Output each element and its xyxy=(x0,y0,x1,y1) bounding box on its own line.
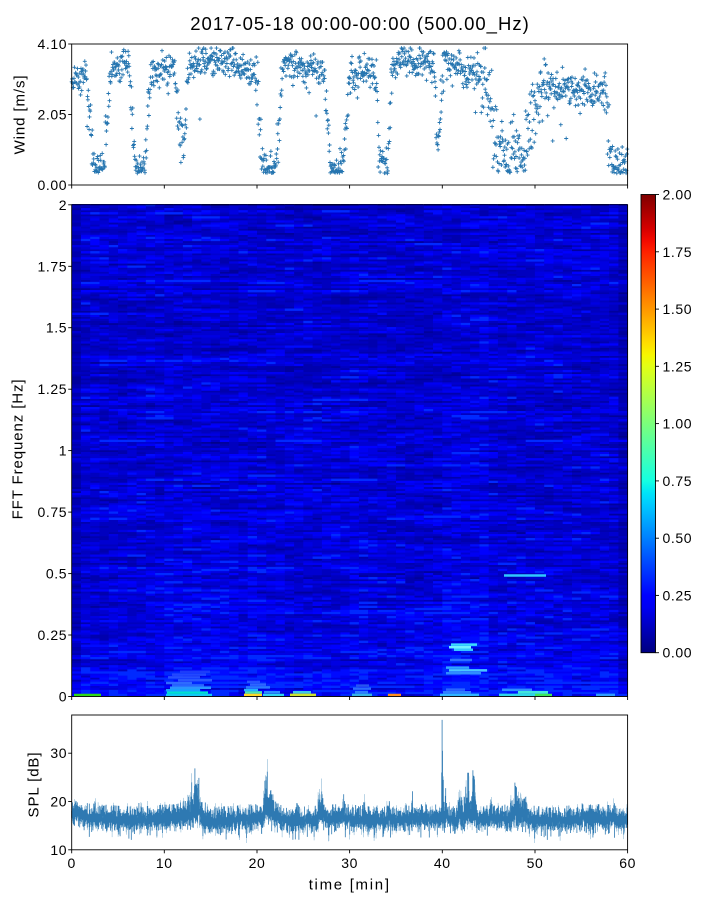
svg-text:20: 20 xyxy=(249,855,266,871)
svg-text:20: 20 xyxy=(50,794,67,810)
svg-text:0: 0 xyxy=(68,855,76,871)
svg-text:0.25: 0.25 xyxy=(663,587,693,603)
svg-text:0.00: 0.00 xyxy=(663,645,693,661)
svg-text:0.25: 0.25 xyxy=(38,627,68,643)
svg-text:2017-05-18 00:00-00:00 (500.00: 2017-05-18 00:00-00:00 (500.00_Hz) xyxy=(190,13,529,35)
svg-text:0.50: 0.50 xyxy=(663,530,693,546)
svg-text:1.00: 1.00 xyxy=(663,416,693,432)
svg-text:0.75: 0.75 xyxy=(38,504,68,520)
svg-text:1.25: 1.25 xyxy=(663,358,693,374)
svg-text:0: 0 xyxy=(59,689,67,705)
svg-text:2.05: 2.05 xyxy=(38,107,68,123)
svg-text:2.00: 2.00 xyxy=(663,187,693,203)
svg-text:4.10: 4.10 xyxy=(38,36,68,52)
svg-text:1.5: 1.5 xyxy=(46,320,67,336)
svg-text:1.50: 1.50 xyxy=(663,301,693,317)
svg-text:2: 2 xyxy=(59,197,67,213)
svg-text:SPL [dB]: SPL [dB] xyxy=(26,752,43,818)
svg-text:40: 40 xyxy=(434,855,451,871)
svg-text:1.25: 1.25 xyxy=(38,381,68,397)
svg-text:Wind [m/s]: Wind [m/s] xyxy=(12,75,29,155)
svg-text:1: 1 xyxy=(59,443,67,459)
svg-text:60: 60 xyxy=(619,855,636,871)
svg-text:50: 50 xyxy=(527,855,544,871)
svg-text:0.00: 0.00 xyxy=(38,177,68,193)
svg-text:10: 10 xyxy=(156,855,173,871)
svg-text:30: 30 xyxy=(341,855,358,871)
svg-text:FFT Frequenz [Hz]: FFT Frequenz [Hz] xyxy=(9,379,26,520)
svg-text:0.5: 0.5 xyxy=(46,566,67,582)
svg-text:30: 30 xyxy=(50,745,67,761)
svg-text:1.75: 1.75 xyxy=(663,244,693,260)
svg-text:1.75: 1.75 xyxy=(38,258,68,274)
svg-text:0.75: 0.75 xyxy=(663,473,693,489)
svg-text:time [min]: time [min] xyxy=(309,876,391,893)
svg-text:10: 10 xyxy=(50,842,67,858)
